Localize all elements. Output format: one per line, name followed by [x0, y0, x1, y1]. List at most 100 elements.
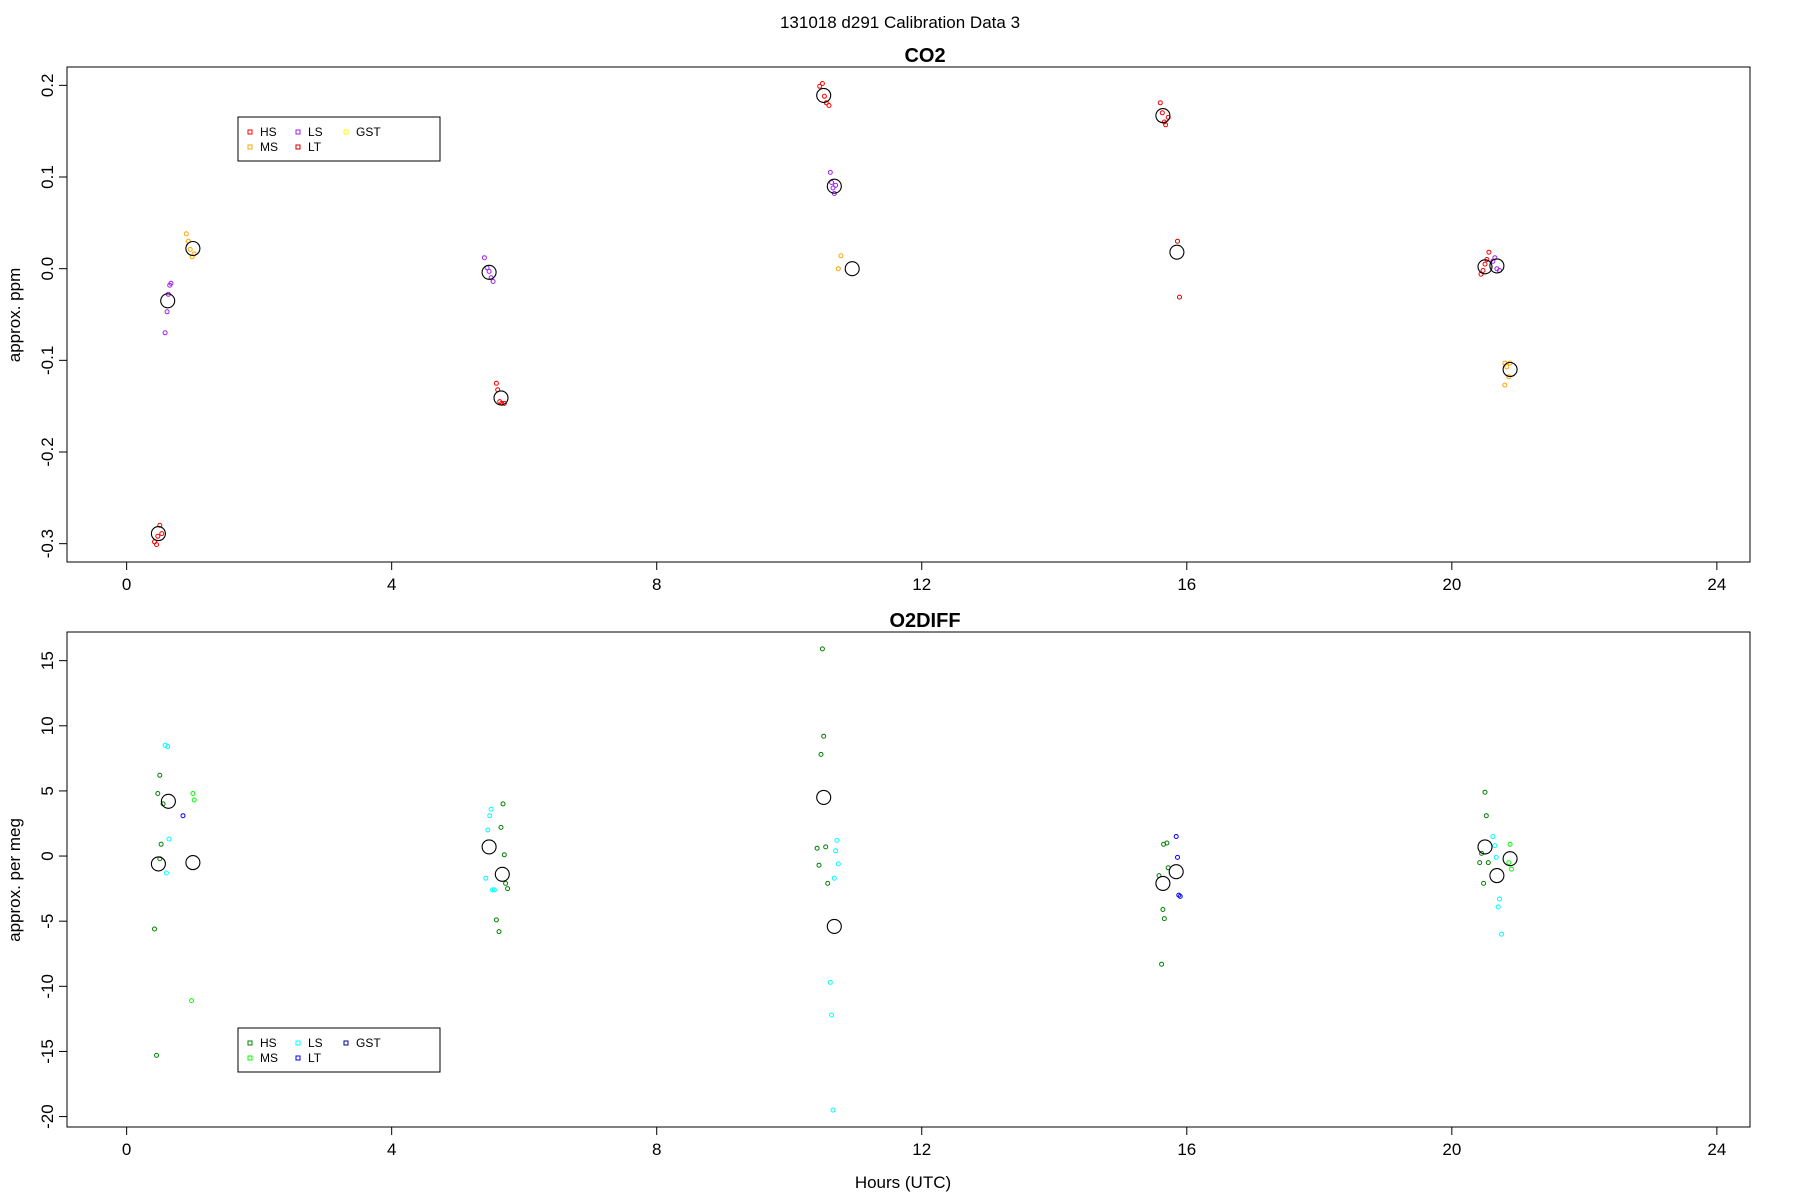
- o2diff-legend-label: HS: [260, 1036, 277, 1050]
- co2-legend-box: [237, 116, 441, 162]
- o2diff-legend-label: MS: [260, 1051, 278, 1065]
- o2diff-point-lt: [1173, 834, 1179, 839]
- co2-panel: CO2 approx. ppm 0 4 8 12 16 20 24-0.3-0.2-0.10…: [5, 45, 1751, 594]
- o2diff-point-hs: [155, 791, 161, 796]
- o2diff-legend-swatch: [247, 1040, 253, 1046]
- o2diff-point-mean: [1477, 839, 1493, 855]
- o2diff-point-ls: [162, 742, 168, 748]
- co2-y-tick-label: 0.2: [38, 74, 57, 98]
- o2diff-point-ls: [827, 979, 833, 985]
- o2diff-point-mean: [160, 793, 176, 809]
- o2diff-point-hs: [814, 845, 820, 851]
- co2-legend-label: MS: [260, 140, 278, 154]
- o2diff-point-ms: [191, 797, 197, 803]
- o2diff-point-ls: [166, 836, 172, 842]
- o2diff-y-tick-label: 5: [38, 786, 57, 795]
- co2-point-ls: [168, 280, 174, 286]
- o2diff-point-hs: [821, 733, 827, 739]
- co2-point-hs: [159, 531, 165, 537]
- o2diff-point-ls: [1497, 896, 1502, 902]
- co2-point-mean: [150, 526, 166, 542]
- o2diff-point-hs: [816, 862, 822, 868]
- o2diff-point-ls: [831, 875, 837, 881]
- o2diff-legend-box: [237, 1027, 441, 1073]
- co2-point-mean: [816, 87, 832, 103]
- co2-legend-label: HS: [260, 125, 277, 139]
- o2diff-point-mean: [1489, 868, 1505, 884]
- o2diff-point-hs: [503, 880, 509, 886]
- co2-point-mean: [1477, 259, 1493, 275]
- o2diff-point-ms: [189, 998, 195, 1004]
- co2-point-mean: [844, 261, 860, 277]
- co2-point-mean: [1489, 258, 1505, 274]
- co2-point-ms: [187, 246, 193, 252]
- o2diff-x-tick-label: 20: [1442, 1140, 1461, 1159]
- o2diff-point-ls: [163, 870, 169, 876]
- co2-point-mean: [1155, 108, 1171, 124]
- co2-point-lt: [1175, 238, 1180, 244]
- co2-point-hs: [1159, 110, 1165, 116]
- co2-legend-swatch: [247, 144, 253, 150]
- co2-point-ls: [827, 169, 833, 175]
- co2-y-tick-label: -0.3: [38, 529, 57, 558]
- co2-x-tick-label: 12: [912, 575, 931, 594]
- o2diff-legend-label: LT: [308, 1051, 322, 1065]
- o2diff-point-ls: [829, 1012, 835, 1018]
- co2-point-hs: [1486, 249, 1492, 255]
- o2diff-point-hs: [154, 1052, 159, 1058]
- co2-point-hs: [1480, 268, 1486, 273]
- co2-point-hs: [154, 542, 159, 548]
- o2diff-point-hs: [823, 844, 829, 850]
- o2diff-point-hs: [501, 852, 507, 858]
- co2-point-mean: [160, 293, 176, 309]
- co2-point-hs: [1482, 261, 1488, 267]
- o2diff-point-hs: [158, 841, 164, 847]
- o2diff-point-ms: [1506, 860, 1512, 866]
- o2diff-point-ls: [833, 848, 839, 854]
- o2diff-point-hs: [819, 646, 825, 652]
- o2diff-point-hs: [1483, 813, 1489, 819]
- o2diff-point-hs: [157, 772, 163, 778]
- co2-point-ls: [481, 255, 487, 261]
- o2diff-point-ls: [491, 887, 497, 893]
- co2-legend-label: LT: [308, 140, 322, 154]
- o2diff-point-ls: [834, 837, 840, 843]
- co2-y-tick-label: 0.0: [38, 257, 57, 281]
- co2-point-ls: [490, 279, 496, 284]
- o2diff-point-hs: [498, 824, 504, 830]
- o2diff-point-lt: [1177, 893, 1183, 899]
- co2-x-tick-label: 24: [1707, 575, 1726, 594]
- o2diff-point-ls: [1492, 843, 1498, 849]
- co2-marks: 0 4 8 12 16 20 24 -0.3 -0.2 -0.1 0.0 0.1 0.2: [38, 74, 1726, 594]
- o2diff-y-tick-label: -5: [38, 914, 57, 929]
- co2-point-hs: [819, 81, 825, 86]
- co2-point-hs: [826, 103, 832, 108]
- co2-legend-label: LS: [308, 125, 323, 139]
- o2diff-point-lt: [1175, 854, 1180, 860]
- o2diff-y-axis-label: approx. per meg: [5, 818, 24, 942]
- co2-x-tick-label: 4: [387, 575, 396, 594]
- o2diff-point-hs: [1160, 907, 1166, 912]
- o2diff-point-ls: [835, 861, 841, 867]
- co2-x-tick-label: 8: [652, 575, 661, 594]
- o2diff-point-mean: [1155, 875, 1171, 891]
- co2-x-tick-label: 16: [1177, 575, 1196, 594]
- co2-point-ms: [1504, 364, 1510, 370]
- o2diff-point-hs: [1161, 916, 1167, 922]
- o2diff-point-mean: [150, 856, 166, 872]
- o2diff-point-ms: [190, 791, 196, 796]
- o2diff-panel: O2DIFF approx. per meg 0 4 8 12 16 20 24 -20 -15…: [5, 610, 1751, 1159]
- co2-point-mean: [185, 240, 201, 257]
- o2diff-point-ls: [1495, 904, 1501, 910]
- co2-point-ls: [830, 185, 836, 191]
- o2diff-point-hs: [1159, 961, 1165, 967]
- o2diff-point-hs: [1481, 880, 1487, 886]
- co2-y-tick-label: 0.1: [38, 165, 57, 189]
- co2-legend-swatch: [295, 129, 301, 135]
- o2diff-y-tick-label: -15: [38, 1039, 57, 1064]
- o2diff-legend-swatch: [295, 1055, 301, 1061]
- o2diff-point-ls: [165, 744, 171, 750]
- o2diff-point-ls: [830, 1107, 836, 1113]
- o2diff-point-ls: [487, 813, 493, 819]
